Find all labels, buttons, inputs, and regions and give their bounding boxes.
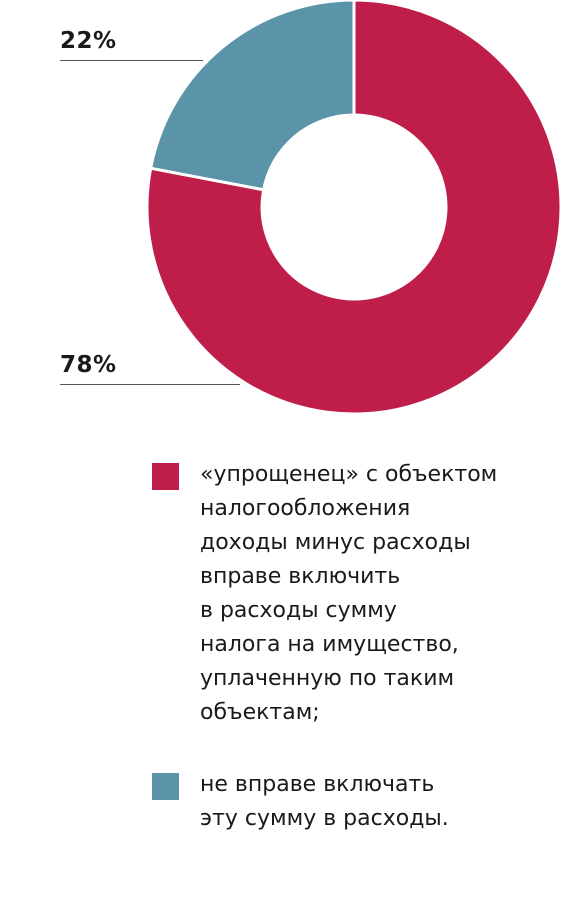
slice-not-included <box>148 0 356 192</box>
legend-swatch-teal <box>152 773 179 800</box>
data-label-78: 78% <box>60 352 117 378</box>
legend-item-included: «упрощенец» с объектом налогообложения д… <box>152 458 564 730</box>
donut-chart <box>145 0 563 416</box>
legend-item-not-included: не вправе включать эту сумму в расходы. <box>152 768 564 836</box>
leader-line-22 <box>60 60 203 61</box>
data-label-22: 22% <box>60 28 117 54</box>
donut-slices <box>145 0 563 416</box>
legend-swatch-crimson <box>152 463 179 490</box>
legend: «упрощенец» с объектом налогообложения д… <box>152 458 564 836</box>
leader-line-78 <box>60 384 240 385</box>
legend-label-included: «упрощенец» с объектом налогообложения д… <box>200 462 498 725</box>
legend-label-not-included: не вправе включать эту сумму в расходы. <box>200 772 449 831</box>
slice-included <box>145 0 563 416</box>
